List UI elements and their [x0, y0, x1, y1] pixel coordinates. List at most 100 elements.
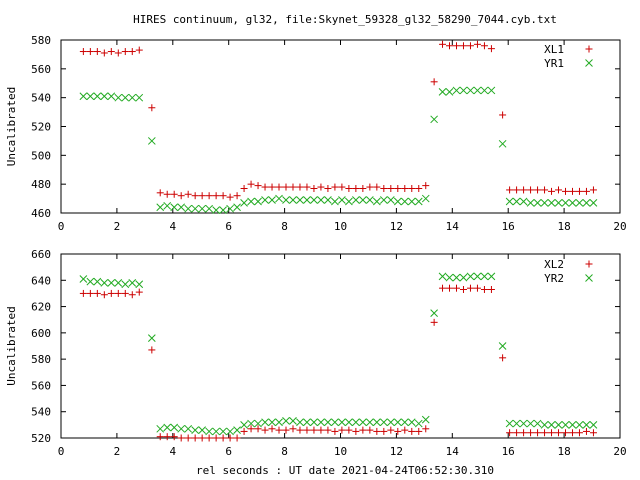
x-tick-label: 12	[390, 445, 403, 458]
series-YR2	[79, 272, 598, 436]
data-point-d2	[191, 204, 200, 213]
data-point-d2	[205, 204, 213, 213]
data-point	[401, 426, 409, 434]
data-point-d2	[372, 418, 381, 427]
data-point	[114, 93, 123, 102]
data-point	[365, 196, 374, 204]
data-point	[359, 196, 367, 204]
data-point	[513, 186, 521, 194]
data-point-d2	[345, 197, 353, 206]
data-point	[93, 48, 101, 56]
data-point-d2	[533, 199, 542, 207]
data-point	[547, 421, 556, 429]
data-point	[324, 418, 332, 427]
data-point-d2	[100, 279, 109, 287]
data-point	[408, 427, 416, 435]
data-point-d2	[540, 421, 549, 429]
data-point-d2	[282, 196, 290, 204]
data-point	[512, 419, 521, 428]
data-point	[184, 204, 193, 213]
y-axis-label: Uncalibrated	[5, 306, 18, 385]
data-point-d2	[345, 418, 353, 427]
data-point	[422, 182, 430, 190]
y-tick-label: 620	[31, 301, 51, 314]
x-tick-label: 16	[502, 220, 515, 233]
data-point	[233, 426, 241, 434]
data-point	[191, 426, 200, 434]
data-point	[373, 427, 381, 435]
data-point-d2	[247, 419, 255, 428]
data-point	[568, 187, 576, 195]
data-point	[121, 289, 129, 297]
data-point	[582, 421, 591, 429]
data-point	[519, 197, 528, 206]
data-point	[107, 92, 116, 101]
data-point	[352, 418, 360, 427]
data-point-d2	[379, 196, 388, 204]
data-point-d2	[414, 197, 423, 206]
data-point-d2	[445, 273, 454, 282]
data-point	[415, 184, 423, 192]
data-point	[254, 419, 262, 428]
data-point-d2	[226, 427, 234, 436]
data-point	[128, 93, 137, 102]
data-point-d2	[487, 272, 496, 281]
data-point-d2	[473, 86, 482, 95]
data-point	[499, 111, 507, 119]
data-point	[589, 186, 597, 194]
data-point	[79, 92, 88, 101]
data-point-d2	[163, 201, 172, 210]
data-point	[184, 434, 192, 442]
data-point	[170, 423, 179, 432]
data-point	[568, 199, 577, 207]
data-point	[198, 192, 206, 200]
data-point	[414, 419, 423, 428]
y-tick-label: 600	[31, 327, 51, 340]
data-point-d2	[582, 421, 591, 429]
data-point	[446, 42, 454, 50]
data-point	[191, 434, 199, 442]
data-point-d2	[114, 93, 123, 102]
data-point	[282, 183, 290, 191]
data-point-d2	[156, 203, 165, 212]
data-point	[275, 426, 283, 434]
data-point	[452, 284, 460, 292]
data-point	[184, 424, 193, 433]
data-point-d2	[254, 197, 262, 206]
data-point	[400, 197, 409, 206]
data-point	[170, 190, 178, 198]
data-point	[394, 184, 402, 192]
data-point	[380, 427, 388, 435]
data-point	[526, 419, 535, 428]
data-point-d2	[121, 93, 130, 102]
data-point-d2	[205, 427, 213, 436]
data-point	[498, 342, 507, 350]
data-point	[568, 429, 576, 437]
panel-1: 0 2 4 6 8 10 12 14 16 18 20 460 480 500 520 540 560 580 Un…	[5, 34, 627, 233]
data-point-d2	[430, 115, 438, 124]
data-point-d2	[198, 426, 207, 434]
data-point	[380, 184, 388, 192]
data-point-d2	[198, 204, 207, 213]
data-point	[303, 196, 311, 204]
x-tick-label: 6	[225, 220, 232, 233]
data-point-d2	[79, 275, 88, 283]
legend-label: XL2	[544, 258, 564, 271]
data-point	[219, 434, 227, 442]
data-point	[177, 192, 185, 200]
data-point	[135, 46, 143, 54]
data-point-d2	[177, 203, 186, 212]
data-point	[386, 196, 395, 204]
data-point	[79, 289, 87, 297]
data-point-d2	[147, 137, 156, 145]
data-point-d2	[400, 418, 409, 427]
data-point	[430, 309, 438, 317]
data-point	[387, 426, 395, 434]
data-point	[439, 284, 447, 292]
data-point-d2	[414, 419, 423, 428]
data-point	[296, 418, 304, 427]
data-point-d2	[184, 204, 193, 213]
data-point-d2	[589, 421, 598, 429]
x-tick-label: 16	[502, 445, 515, 458]
data-point-d2	[135, 93, 144, 102]
